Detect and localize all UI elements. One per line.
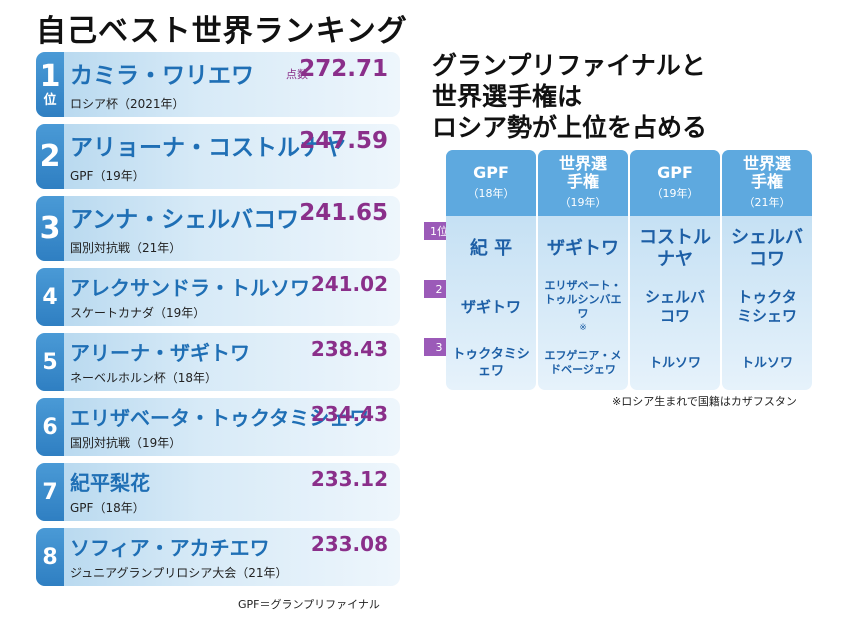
rank-position-label: 位 [43,93,57,108]
column-title: 世界選手権 [558,153,607,191]
column-title: GPF [657,162,693,182]
rank-number: 8 [36,528,64,586]
third-place: トルソワ [740,355,793,371]
skater-name: エリザベータ・トゥクタミシェワ [70,406,370,430]
rank-number: 7 [36,463,64,521]
ranking-row-8: 8 ソフィア・アカチエワ 233.08 ジュニアグランプリロシア大会（21年） [36,528,400,586]
skater-score: 272.71 [299,56,388,82]
second-place: トゥクタミシェワ [736,288,797,325]
ranking-row-6: 6 エリザベータ・トゥクタミシェワ 234.43 国別対抗戦（19年） [36,398,400,456]
third-place: トルソワ [648,355,701,371]
skater-score: 233.12 [310,467,388,491]
ranking-row-2: 2 アリョーナ・コストルナヤ 247.59 GPF（19年） [36,124,400,189]
ranking-row-3: 3 アンナ・シェルバコワ 241.65 国別対抗戦（21年） [36,196,400,261]
skater-score: 238.43 [310,337,388,361]
podium-title: グランプリファイナルと 世界選手権は ロシア勢が上位を占める [432,50,707,143]
podium-column-worlds-21: 世界選手権 （21年） シェルバコワ トゥクタミシェワ トルソワ [722,150,812,390]
podium-title-line: ロシア勢が上位を占める [432,113,708,142]
podium-title-line: グランプリファイナルと [432,51,706,80]
column-title: 世界選手権 [742,153,791,191]
second-place: エリザベート・トゥルシンバエワ ※ [538,279,628,334]
skater-score: 241.02 [310,272,388,296]
column-year: （19年） [651,186,699,200]
first-place: シェルバコワ [731,227,803,270]
third-place: トゥクタミシェワ [452,347,530,379]
second-place: ザギトワ [460,297,521,316]
ranking-row-7: 7 紀平梨花 233.12 GPF（18年） [36,463,400,521]
ranking-list: 1 位 カミラ・ワリエワ 点数 272.71 ロシア杯（2021年） 2 アリョ… [36,52,400,593]
skater-event: ジュニアグランプリロシア大会（21年） [70,566,288,580]
skater-event: ネーベルホルン杯（18年） [70,371,218,385]
skater-event: スケートカナダ（19年） [70,306,206,320]
skater-event: GPF（18年） [70,501,145,515]
column-header: GPF （19年） [630,150,720,216]
ranking-title: 自己ベスト世界ランキング [36,14,408,49]
rank-number: 6 [36,398,64,456]
rank-number: 2 [36,124,64,189]
skater-score: 241.65 [299,200,388,226]
first-place: 紀 平 [469,238,513,259]
podium-column-worlds-19: 世界選手権 （19年） ザギトワ エリザベート・トゥルシンバエワ ※ エフゲニア… [538,150,628,390]
column-header: 世界選手権 （19年） [538,150,628,216]
first-place: コストルナヤ [639,227,711,270]
skater-name: アリーナ・ザギトワ [70,341,250,365]
first-place: ザギトワ [547,238,619,259]
second-place-name: エリザベート・トゥルシンバエワ [544,279,622,320]
podium-column-gpf-18: GPF （18年） 紀 平 ザギトワ トゥクタミシェワ [446,150,536,390]
rank-number: 5 [36,333,64,391]
rank-number: 3 [36,196,64,261]
footnote: ※ロシア生まれで国籍はカザフスタン [612,395,797,408]
column-year: （21年） [743,195,791,209]
column-header: GPF （18年） [446,150,536,216]
rank-number: 4 [36,268,64,326]
rank-number: 1 位 [36,52,64,117]
skater-name: アンナ・シェルバコワ [70,207,300,233]
column-title: GPF [473,162,509,182]
skater-name: カミラ・ワリエワ [70,63,254,89]
ranking-row-5: 5 アリーナ・ザギトワ 238.43 ネーベルホルン杯（18年） [36,333,400,391]
column-year: （19年） [559,195,607,209]
skater-name: アリョーナ・コストルナヤ [70,135,346,161]
skater-score: 233.08 [310,532,388,556]
podium-column-gpf-19: GPF （19年） コストルナヤ シェルバコワ トルソワ [630,150,720,390]
skater-name: アレクサンドラ・トルソワ [70,276,310,300]
ranking-row-4: 4 アレクサンドラ・トルソワ 241.02 スケートカナダ（19年） [36,268,400,326]
skater-name: ソフィア・アカチエワ [70,536,270,560]
podium-title-line: 世界選手権は [432,82,583,111]
column-year: （18年） [467,186,515,200]
skater-event: GPF（19年） [70,169,145,183]
skater-score: 247.59 [299,128,388,154]
skater-event: 国別対抗戦（21年） [70,241,182,255]
skater-event: ロシア杯（2021年） [70,97,185,111]
second-place: シェルバコワ [644,288,705,325]
ranking-row-1: 1 位 カミラ・ワリエワ 点数 272.71 ロシア杯（2021年） [36,52,400,117]
asterisk-mark: ※ [579,323,587,333]
skater-name: 紀平梨花 [70,471,150,495]
column-header: 世界選手権 （21年） [722,150,812,216]
skater-event: 国別対抗戦（19年） [70,436,182,450]
rank-value: 1 [39,59,61,94]
gpf-note: GPF＝グランプリファイナル [238,598,380,611]
skater-score: 234.43 [310,402,388,426]
score-label: 点数 [286,68,308,81]
third-place: エフゲニア・メドベージェワ [544,349,622,376]
